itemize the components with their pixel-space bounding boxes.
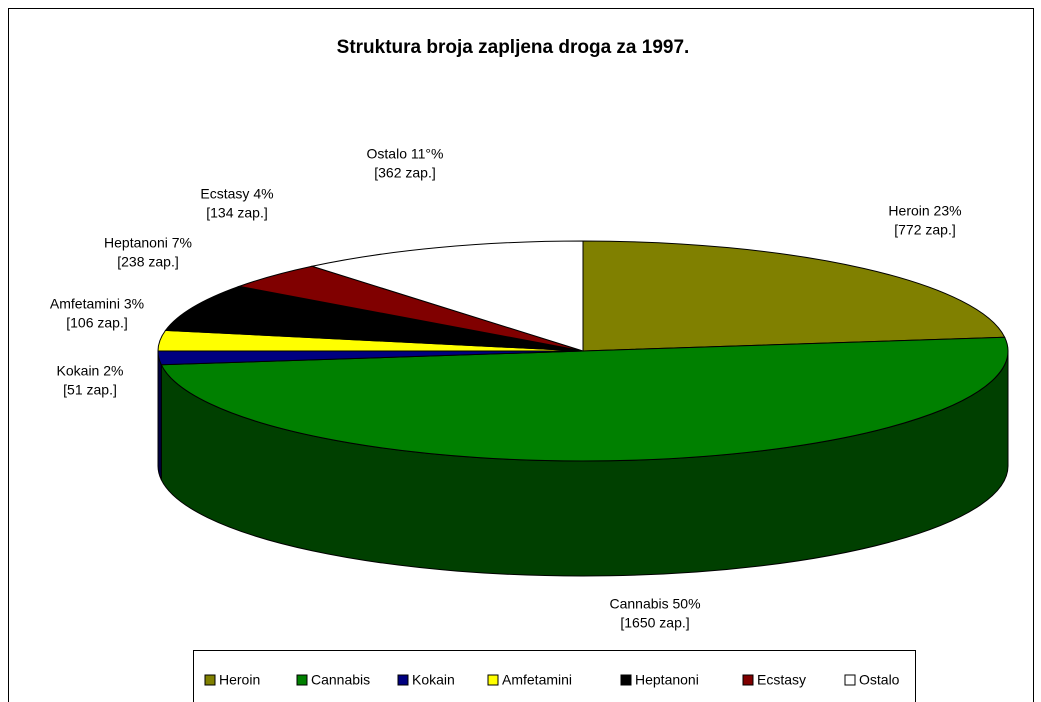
data-label: Heroin 23% <box>888 203 961 219</box>
data-label-count: [362 zap.] <box>374 165 436 181</box>
pie-slice <box>582 240 1006 352</box>
data-label: Amfetamini 3% <box>50 296 144 312</box>
legend: Heroin Cannabis Kokain Amfetamini Heptanoni E… <box>204 672 900 688</box>
legend-swatch <box>296 674 308 686</box>
legend-label: Heptanoni <box>635 672 699 688</box>
legend-swatch <box>487 674 499 686</box>
data-label: Ostalo 11°% <box>367 146 444 162</box>
chart-title: Struktura broja zapljena droga za 1997. <box>337 37 690 58</box>
legend-swatch <box>204 674 216 686</box>
pie-tops <box>157 240 1009 462</box>
legend-swatch <box>397 674 409 686</box>
legend-label: Heroin <box>219 672 260 688</box>
data-label: Heptanoni 7% <box>104 235 192 251</box>
pie-slice <box>160 336 1009 462</box>
data-labels: Heroin 23% [772 zap.] Cannabis 50% [1650 za… <box>50 146 962 631</box>
pie-side <box>157 350 162 481</box>
legend-label: Cannabis <box>311 672 370 688</box>
pie-slice <box>310 240 584 352</box>
legend-box <box>193 650 916 702</box>
data-label-count: [238 zap.] <box>117 254 179 270</box>
data-label-count: [106 zap.] <box>66 315 128 331</box>
data-label: Kokain 2% <box>57 363 124 379</box>
legend-swatch <box>844 674 856 686</box>
data-label-count: [51 zap.] <box>63 382 117 398</box>
legend-label: Amfetamini <box>502 672 572 688</box>
legend-label: Ecstasy <box>757 672 806 688</box>
data-label-count: [134 zap.] <box>206 205 268 221</box>
legend-swatch <box>620 674 632 686</box>
legend-swatch <box>742 674 754 686</box>
pie-slice <box>164 285 584 352</box>
data-label: Cannabis 50% <box>609 596 700 612</box>
data-label-count: [772 zap.] <box>894 222 956 238</box>
legend-label: Ostalo <box>859 672 900 688</box>
legend-label: Kokain <box>412 672 455 688</box>
data-label-count: [1650 zap.] <box>620 615 689 631</box>
data-label: Ecstasy 4% <box>200 186 273 202</box>
